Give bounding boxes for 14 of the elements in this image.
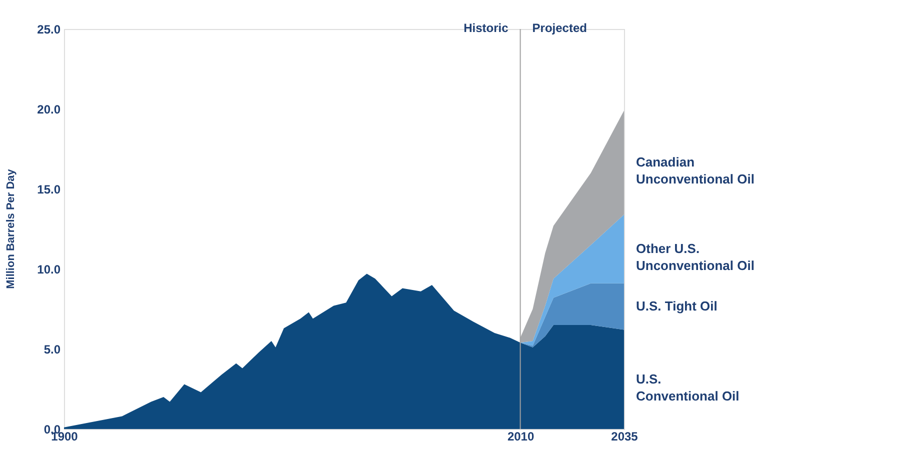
x-tick-label: 2010 — [507, 430, 534, 444]
annotation: Historic — [464, 21, 509, 35]
x-tick-label: 2035 — [611, 430, 638, 444]
series-label: Other U.S. Unconventional Oil — [636, 241, 754, 273]
series-label: U.S. Conventional Oil — [636, 371, 740, 404]
series-label: Canadian Unconventional Oil — [636, 154, 754, 187]
annotation: Projected — [532, 21, 587, 35]
series-label: U.S. Tight Oil — [636, 298, 718, 314]
y-tick-label: 25.0 — [37, 22, 61, 36]
y-tick-label: 20.0 — [37, 102, 61, 116]
y-tick-label: 10.0 — [37, 262, 61, 276]
y-axis-title: Million Barrels Per Day — [5, 168, 17, 289]
y-tick-label: 15.0 — [37, 182, 61, 196]
y-tick-label: 5.0 — [44, 342, 61, 356]
